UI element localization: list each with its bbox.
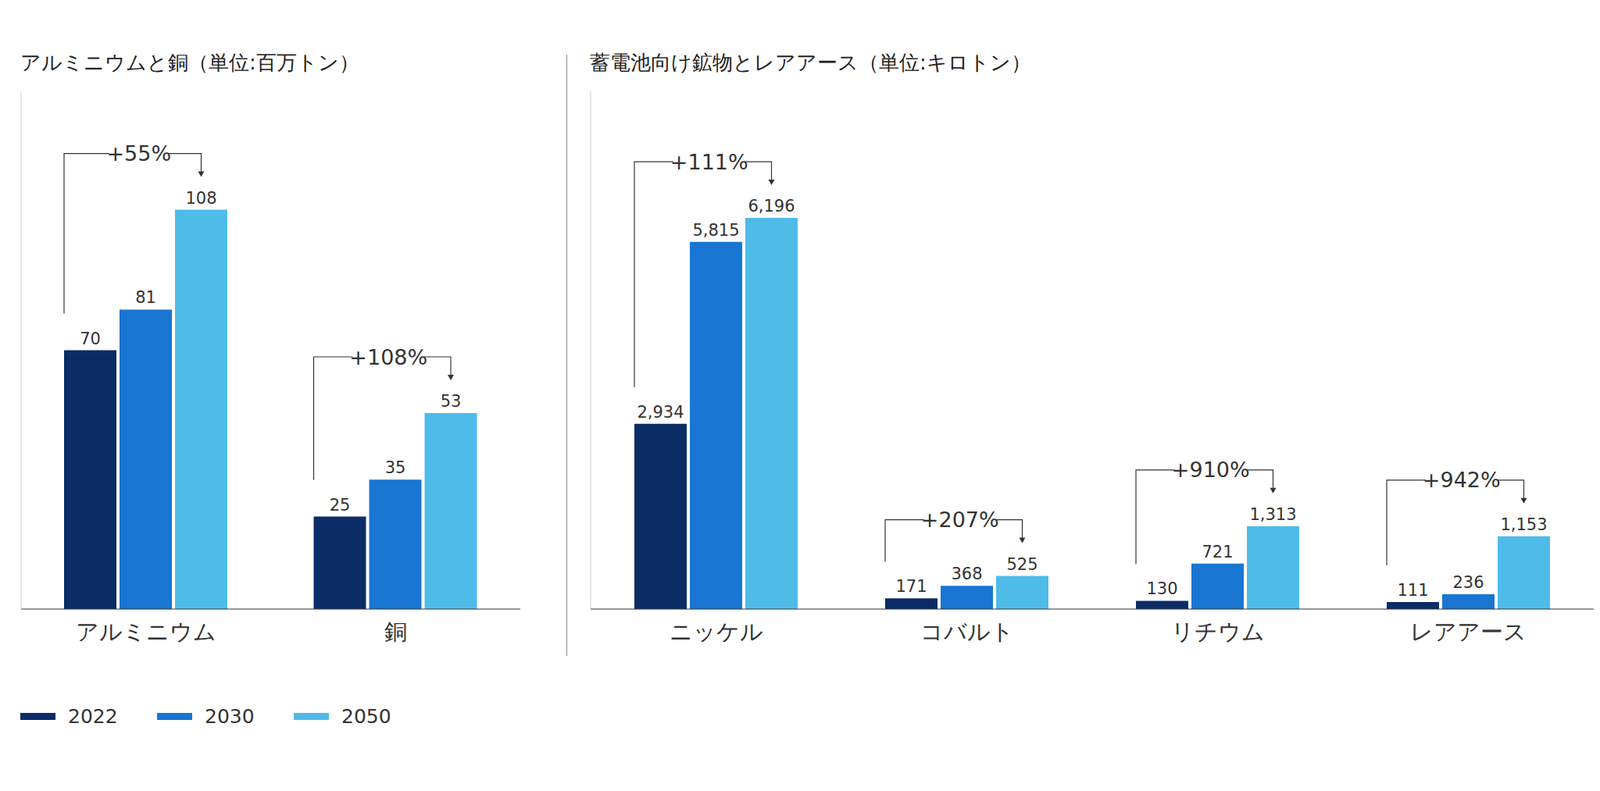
html-text:2022: 2022 — [67, 705, 118, 729]
svg-text:ニッケル: ニッケル — [669, 618, 764, 646]
svg-text:111: 111 — [1396, 581, 1429, 600]
svg-text:53: 53 — [440, 392, 462, 411]
svg-text:5,815: 5,815 — [692, 221, 740, 240]
html-text:アルミニウムと銅（単位:百万トン）: アルミニウムと銅（単位:百万トン） — [20, 50, 360, 75]
svg-text:35: 35 — [385, 458, 407, 478]
svg-text:721: 721 — [1201, 542, 1233, 562]
svg-text:81: 81 — [135, 288, 157, 308]
svg-text:+55%: +55% — [106, 141, 172, 166]
svg-text:525: 525 — [1006, 555, 1038, 575]
html-text:2050: 2050 — [341, 705, 392, 729]
svg-text:2,934: 2,934 — [636, 403, 684, 422]
svg-text:171: 171 — [895, 577, 927, 597]
svg-text:+207%: +207% — [921, 507, 1000, 533]
svg-text:368: 368 — [950, 564, 983, 584]
svg-text:+108%: +108% — [349, 345, 428, 370]
svg-text:リチウム: リチウム — [1171, 618, 1265, 646]
svg-text:コバルト: コバルト — [920, 618, 1015, 646]
html-text:蓄電池向け鉱物とレアアース（単位:キロトン）: 蓄電池向け鉱物とレアアース（単位:キロトン） — [589, 50, 1032, 75]
svg-text:70: 70 — [79, 329, 101, 349]
svg-text:+910%: +910% — [1171, 457, 1250, 483]
svg-text:236: 236 — [1452, 573, 1484, 593]
svg-text:108: 108 — [185, 189, 217, 208]
svg-text:6,196: 6,196 — [747, 196, 795, 216]
svg-text:+111%: +111% — [670, 150, 749, 175]
html-text:2030: 2030 — [204, 705, 255, 729]
svg-text:1,153: 1,153 — [1500, 515, 1547, 535]
svg-text:レアアース: レアアース — [1410, 618, 1527, 646]
svg-text:アルミニウム: アルミニウム — [75, 618, 217, 646]
svg-text:銅: 銅 — [384, 618, 408, 646]
svg-text:+942%: +942% — [1422, 467, 1501, 493]
svg-text:25: 25 — [329, 496, 351, 515]
svg-text:130: 130 — [1146, 579, 1178, 599]
svg-text:1,313: 1,313 — [1249, 505, 1297, 525]
